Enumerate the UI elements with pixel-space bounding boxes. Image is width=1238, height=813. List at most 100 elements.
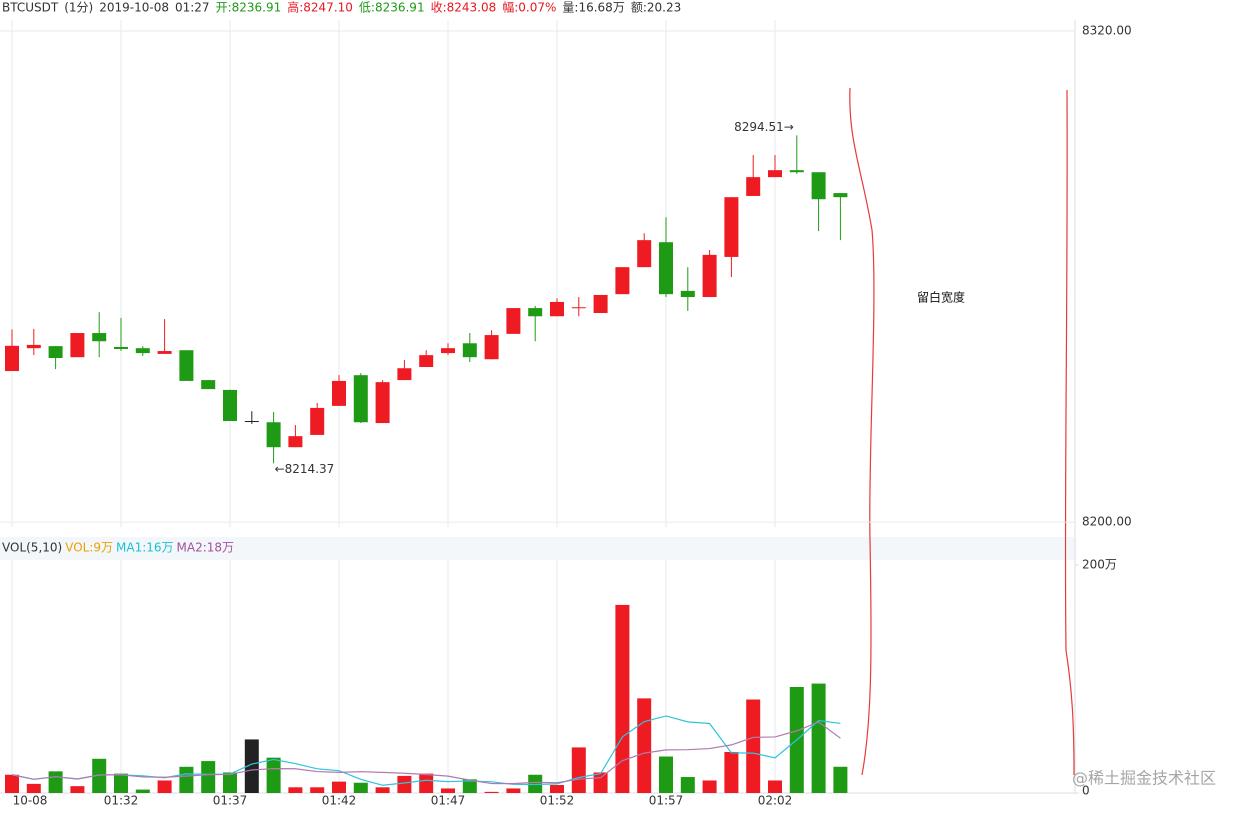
candle-body [637,240,652,268]
volume-bar [288,787,303,793]
candle-body [375,382,390,424]
candle-body [528,308,543,317]
volume-bar [615,604,630,793]
candle-body [92,333,107,342]
x-tick-label: 10-08 [13,794,48,808]
candle-body [789,170,804,173]
volume-header-band [0,537,1075,560]
candle-body [48,346,63,358]
volume-bar [571,747,586,793]
volume-bar [768,780,782,793]
candle-body [353,375,368,423]
x-tick-label: 01:32 [104,794,139,808]
candle-body [419,355,434,368]
header-text: 量:16.68万 [562,1,624,15]
volume-bar [746,699,761,793]
candle-body [768,170,782,178]
x-tick-label: 01:37 [213,794,248,808]
candle-body [506,308,521,334]
candle-body [288,436,303,448]
header-text: VOL:9万 [65,541,113,555]
volume-bar [179,766,194,793]
volume-bar [484,791,499,793]
min-label: ←8214.37 [275,462,335,476]
candle-body [266,422,281,448]
candle-body [702,254,717,298]
candle-body [593,294,608,313]
gap-marker-left [849,87,875,776]
volume-bar [201,761,216,793]
candle-body [332,380,346,406]
candle-body [484,335,499,360]
candle-body [201,380,216,390]
gap-label: 留白宽度 [917,290,965,305]
volume-bar [70,786,85,793]
volume-bar [702,780,717,793]
volume-bar [419,773,434,793]
volume-bar [92,758,107,793]
y-tick-label: 0 [1082,784,1090,798]
volume-bar [833,766,848,793]
candle-body [114,346,128,349]
y-tick-label: 8200.00 [1082,515,1132,529]
volume-bar [223,772,237,793]
header-text: 额:20.23 [631,1,681,15]
y-tick-label: 8320.00 [1082,24,1132,38]
header-text: VOL(5,10) [2,541,62,555]
volume-bar [353,782,368,793]
x-tick-label: 01:47 [431,794,466,808]
volume-bar [26,783,41,793]
candle-body [615,267,630,295]
y-tick-label: 200万 [1082,558,1117,572]
candle-body [310,407,325,435]
candle-body [5,345,19,372]
candle-body [571,307,586,309]
candle-body [659,242,673,295]
x-tick-label: 01:57 [649,794,684,808]
volume-bar [528,774,543,793]
candle-body [157,351,172,354]
header-text: 开:8236.91 [216,1,282,15]
x-tick-label: 02:02 [758,794,793,808]
candle-body [811,172,826,200]
candle-body [833,193,848,198]
volume-bar [157,780,172,793]
header-text: (1分) [64,1,93,15]
candle-body [724,197,739,257]
candle-body [397,368,412,381]
header-text: 幅:0.07% [502,0,556,15]
volume-bar [114,773,128,793]
candle-body [244,421,259,423]
volume-bar [5,774,19,793]
volume-bar [811,683,826,793]
candle-body [680,290,695,298]
x-tick-label: 01:52 [540,794,575,808]
ma-line [11,721,841,785]
header-text: 高:8247.10 [287,0,353,15]
candle-body [441,348,455,354]
volume-bar [397,775,412,793]
volume-bar [310,787,325,793]
volume-bar [637,698,652,793]
volume-bar [48,771,63,793]
header-text: BTCUSDT [2,1,59,15]
candle-body [462,343,477,358]
volume-bar [244,739,259,793]
header-text: 01:27 [175,1,210,15]
volume-bar [593,772,608,793]
volume-bar [441,788,455,793]
candle-body [179,350,194,381]
volume-bar [659,756,673,793]
header-text: 低:8236.91 [359,1,425,15]
volume-bar [680,777,695,793]
x-tick-label: 01:42 [322,794,357,808]
volume-bar [266,757,281,793]
volume-bar [462,779,477,793]
candle-body [746,177,761,196]
candle-body [223,389,237,422]
watermark: @稀土掘金技术社区 [1072,769,1216,788]
volume-bar [135,789,150,793]
header-text: MA1:16万 [116,541,174,555]
